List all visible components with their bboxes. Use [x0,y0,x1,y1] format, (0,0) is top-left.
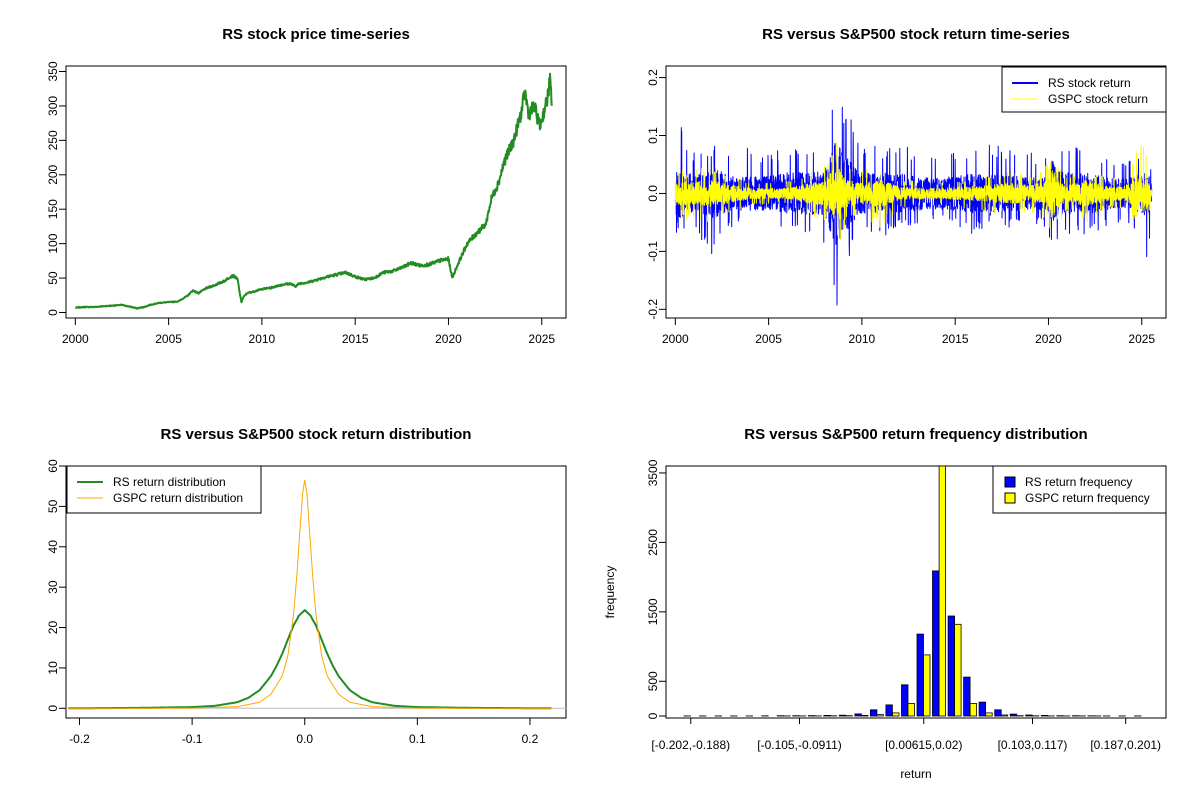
y-tick-label: 200 [46,164,60,184]
y-tick-label: 300 [46,96,60,116]
x-tick-label: -0.2 [69,732,90,746]
chart-title: RS versus S&P500 return frequency distri… [744,426,1087,443]
y-tick-label: 250 [46,130,60,150]
legend-label: RS return distribution [113,475,226,489]
y-tick-label: 30 [46,580,60,594]
gspc-frequency-bar [1000,714,1009,717]
rs-density-line [68,609,552,710]
rs-frequency-bar [947,615,955,717]
rs-frequency-bar [1025,714,1033,717]
y-tick-label: 10 [46,661,60,675]
x-tick-label: [0.00615,0.02) [885,738,962,752]
x-tick-label: 2015 [342,332,369,346]
y-tick-label: 0 [46,705,60,712]
legend-label: GSPC return distribution [113,491,243,505]
legend-label: RS stock return [1048,76,1131,90]
x-tick-label: 2015 [942,332,969,346]
legend-label: GSPC stock return [1048,92,1148,106]
x-axis-label: return [900,767,931,781]
rs-frequency-bar [870,709,878,717]
legend-swatch [1004,476,1016,488]
rs-frequency-bar [1009,713,1018,717]
x-tick-label: 0.2 [522,732,539,746]
plot-frame [665,465,1167,719]
rs-frequency-bar [932,570,940,717]
y-tick-label: 0.0 [646,185,660,202]
x-tick-label: [0.103,0.117) [998,738,1068,752]
y-tick-label: 60 [46,459,60,473]
y-tick-label: 3500 [646,459,660,486]
y-tick-label: 2500 [646,529,660,556]
price-line [74,72,553,310]
rs-frequency-bar [838,714,847,717]
plot-frame [665,65,1167,319]
y-tick-label: 20 [46,621,60,635]
y-tick-label: 50 [46,499,60,513]
x-tick-label: 0.1 [409,732,426,746]
y-tick-label: 0 [646,712,660,719]
x-tick-label: 2020 [1035,332,1062,346]
rs-frequency-bar [1040,715,1049,717]
plot-frame [65,65,567,319]
chart-title: RS versus S&P500 stock return time-serie… [762,26,1070,43]
gspc-frequency-bar [923,654,931,717]
y-axis-label: frequency [603,566,617,619]
legend-box [1001,66,1167,113]
x-tick-label: -0.1 [182,732,203,746]
y-tick-label: 50 [46,271,60,285]
rs-frequency-bar [854,713,862,717]
rs-frequency-bar [823,715,831,717]
rs-frequency-bar [916,633,924,717]
x-tick-label: 2000 [62,332,89,346]
x-tick-label: 2025 [1128,332,1155,346]
x-tick-label: 2020 [435,332,462,346]
gspc-frequency-bar [892,712,900,717]
x-tick-label: 2025 [528,332,555,346]
x-tick-label: 2005 [155,332,182,346]
gspc-frequency-bar [954,623,962,717]
y-tick-label: 500 [646,671,660,691]
gspc-frequency-bar [985,712,993,717]
rs-return-line [674,106,1153,306]
rs-frequency-bar [994,709,1002,717]
x-tick-label: 2010 [249,332,276,346]
x-tick-label: 2010 [849,332,876,346]
plot-frame [65,465,567,719]
x-tick-label: [0.187,0.201) [1090,738,1161,752]
rs-frequency-bar [901,684,909,717]
gspc-frequency-bar [861,715,869,717]
y-tick-label: 0 [46,309,60,316]
y-tick-label: 0.2 [646,69,660,86]
gspc-return-line [674,139,1153,240]
chart-title: RS versus S&P500 stock return distributi… [161,426,472,443]
legend-label: RS return frequency [1025,475,1132,489]
gspc-frequency-bar [969,703,977,717]
rs-frequency-bar [963,676,971,717]
x-tick-label: 2005 [755,332,782,346]
x-tick-label: [-0.202,-0.188) [651,738,730,752]
legend-swatch [1004,492,1016,504]
chart-title: RS stock price time-series [222,26,410,43]
y-tick-label: 0.1 [646,127,660,144]
y-tick-label: -0.2 [646,299,660,320]
gspc-frequency-bar [876,714,884,717]
x-tick-label: [-0.105,-0.0911) [757,738,842,752]
rs-frequency-bar [885,704,893,717]
y-tick-label: 40 [46,540,60,554]
legend-label: GSPC return frequency [1025,491,1150,505]
y-tick-label: 100 [46,233,60,253]
y-tick-label: 1500 [646,598,660,625]
x-tick-label: 0.0 [296,732,313,746]
y-tick-label: 350 [46,61,60,81]
gspc-frequency-bar [938,465,946,717]
x-tick-label: 2000 [662,332,689,346]
gspc-density-line [68,479,552,709]
gspc-frequency-bar [907,703,915,717]
legend-box [992,465,1167,514]
legend-box [66,465,262,514]
y-tick-label: -0.1 [646,241,660,262]
y-tick-label: 150 [46,199,60,219]
rs-frequency-bar [978,701,986,717]
